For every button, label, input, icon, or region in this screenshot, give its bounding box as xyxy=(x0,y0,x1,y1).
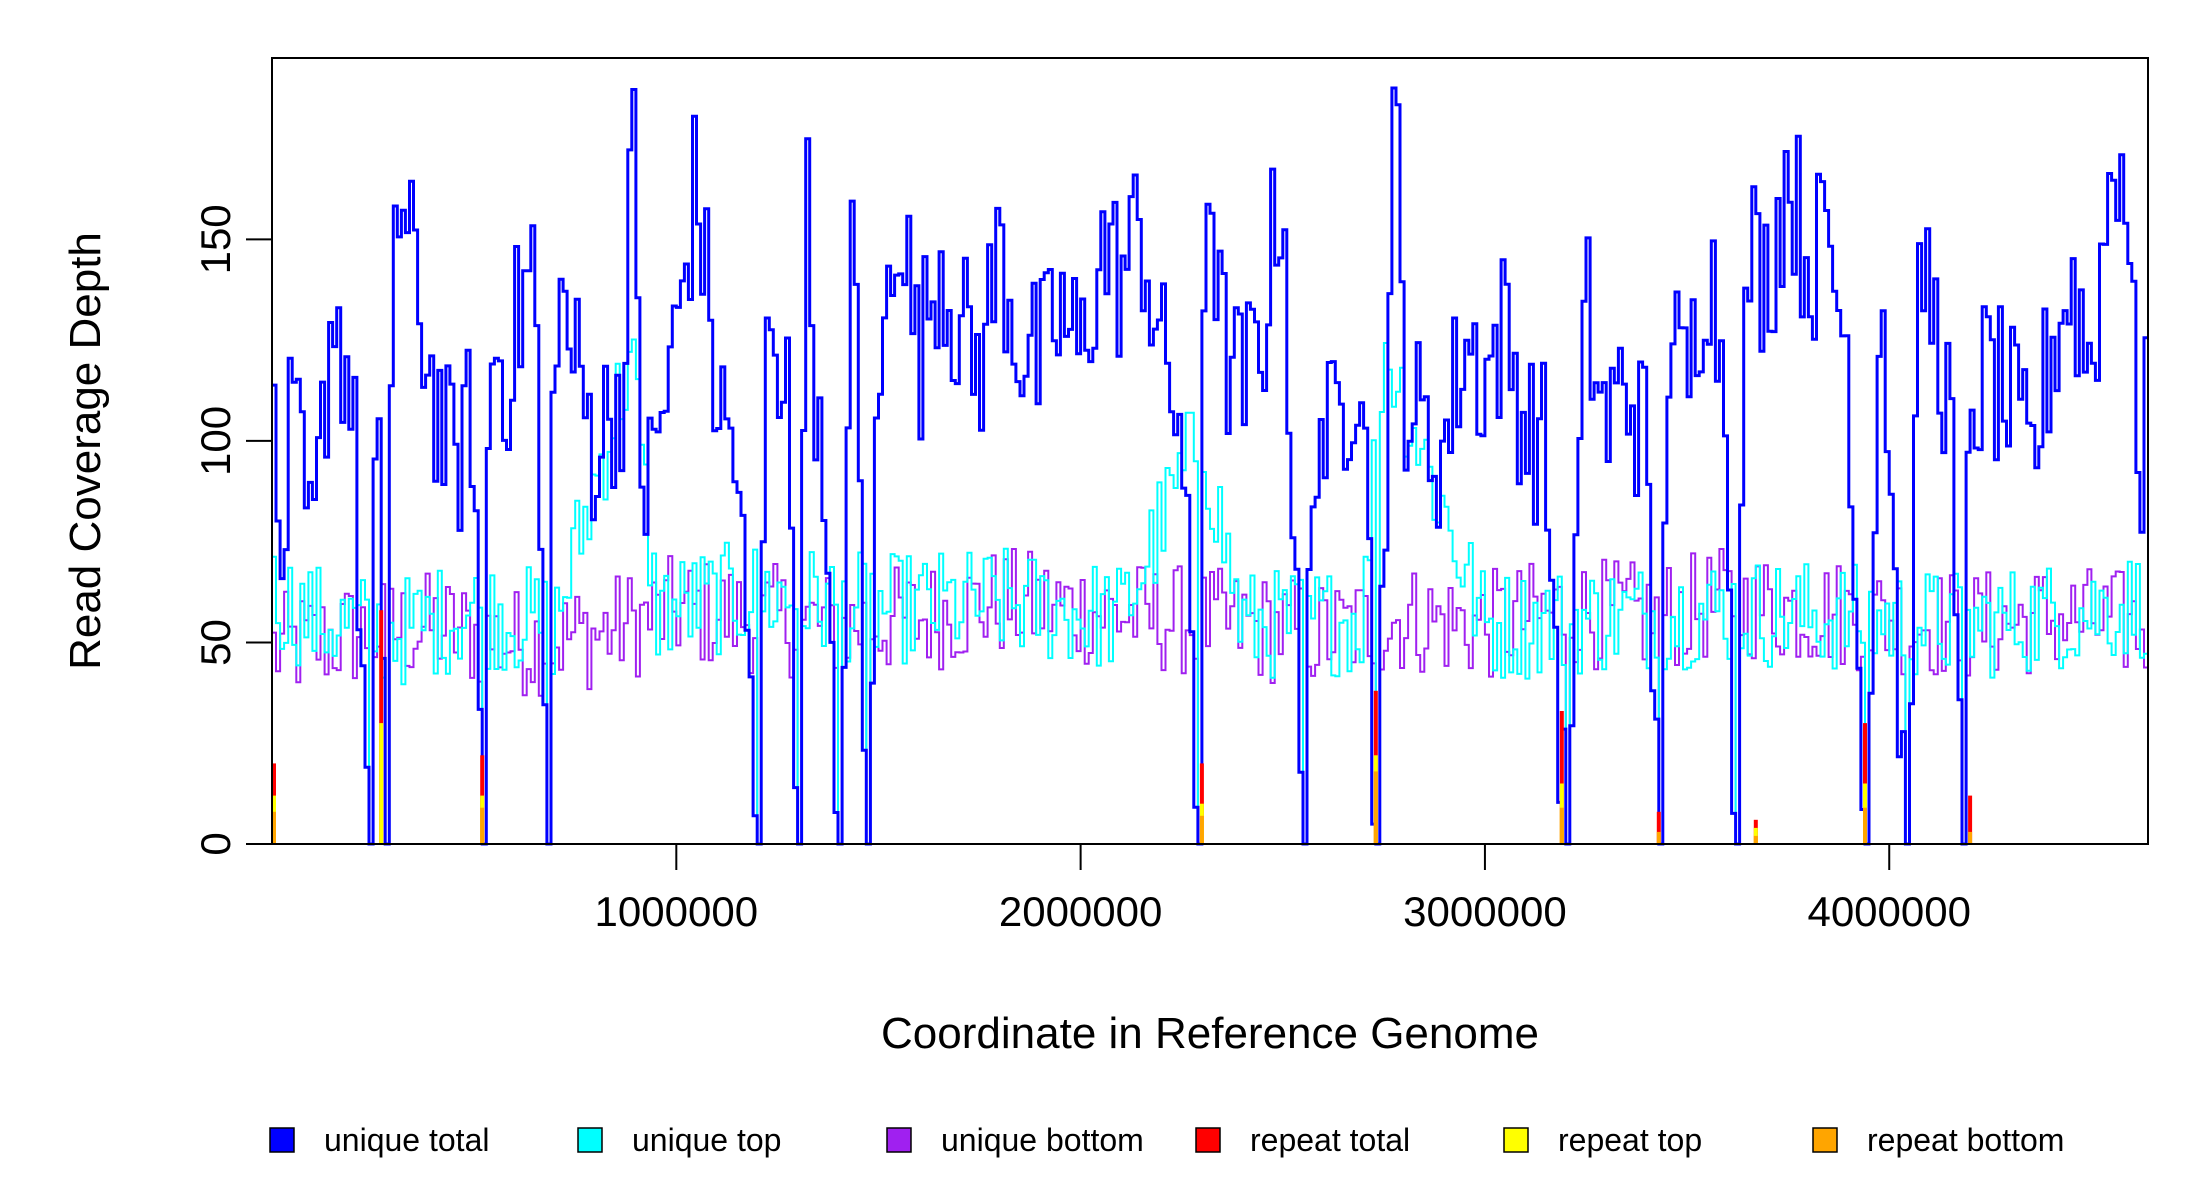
plot-area-frame xyxy=(271,57,2149,845)
series-line-unique-total xyxy=(272,86,2148,846)
spike-repeat-bottom-3 xyxy=(1373,771,1378,844)
x-tick-label: 3000000 xyxy=(1403,888,1567,935)
spike-repeat-top-1 xyxy=(379,723,384,844)
spike-repeat-total-9 xyxy=(1968,795,1973,844)
legend-swatch xyxy=(1195,1127,1221,1153)
spike-repeat-bottom-6 xyxy=(1753,835,1758,844)
spike-repeat-bottom-0 xyxy=(272,811,276,844)
x-axis-title: Coordinate in Reference Genome xyxy=(881,1009,1539,1058)
spike-repeat-bottom-4 xyxy=(1559,807,1564,844)
legend-swatch xyxy=(577,1127,603,1153)
legend-item-unique-total: unique total xyxy=(269,1122,489,1158)
legend-label: repeat total xyxy=(1250,1122,1410,1158)
series-layer xyxy=(272,86,2148,846)
legend-swatch xyxy=(269,1127,295,1153)
spike-repeat-bottom-5 xyxy=(1656,831,1661,844)
y-tick-label: 100 xyxy=(192,406,239,476)
legend-item-unique-top: unique top xyxy=(577,1122,781,1158)
legend-item-repeat-top: repeat top xyxy=(1503,1122,1702,1158)
legend-label: repeat top xyxy=(1558,1122,1702,1158)
legend-swatch xyxy=(886,1127,912,1153)
x-axis: 1000000 2000000 3000000 4000000 xyxy=(595,844,1971,935)
legend-label: unique top xyxy=(632,1122,781,1158)
spike-repeat-bottom-2 xyxy=(1199,815,1204,844)
y-tick-label: 50 xyxy=(192,619,239,666)
spike-repeat-total-6 xyxy=(1656,811,1661,844)
y-axis-title: Read Coverage Depth xyxy=(61,232,110,670)
x-tick-label: 1000000 xyxy=(595,888,759,935)
y-tick-label: 150 xyxy=(192,204,239,274)
legend-label: unique bottom xyxy=(941,1122,1144,1158)
spike-repeat-bottom-8 xyxy=(1968,831,1973,844)
legend-swatch xyxy=(1503,1127,1529,1153)
series-line-unique-top xyxy=(272,338,2148,845)
y-axis: 0 50 100 150 xyxy=(192,204,272,856)
x-tick-label: 2000000 xyxy=(999,888,1163,935)
spike-repeat-total-5 xyxy=(1559,711,1564,844)
y-tick-label: 0 xyxy=(192,832,239,855)
legend: unique total unique top unique bottom repea… xyxy=(269,1122,2064,1158)
legend-item-repeat-bottom: repeat bottom xyxy=(1812,1122,2064,1158)
legend-label: repeat bottom xyxy=(1867,1122,2064,1158)
legend-item-unique-bottom: unique bottom xyxy=(886,1122,1144,1158)
spike-repeat-bottom-1 xyxy=(480,807,485,844)
legend-label: unique total xyxy=(324,1122,489,1158)
legend-item-repeat-total: repeat total xyxy=(1195,1122,1410,1158)
x-tick-label: 4000000 xyxy=(1807,888,1971,935)
legend-swatch xyxy=(1812,1127,1838,1153)
spike-repeat-bottom-7 xyxy=(1863,807,1867,844)
